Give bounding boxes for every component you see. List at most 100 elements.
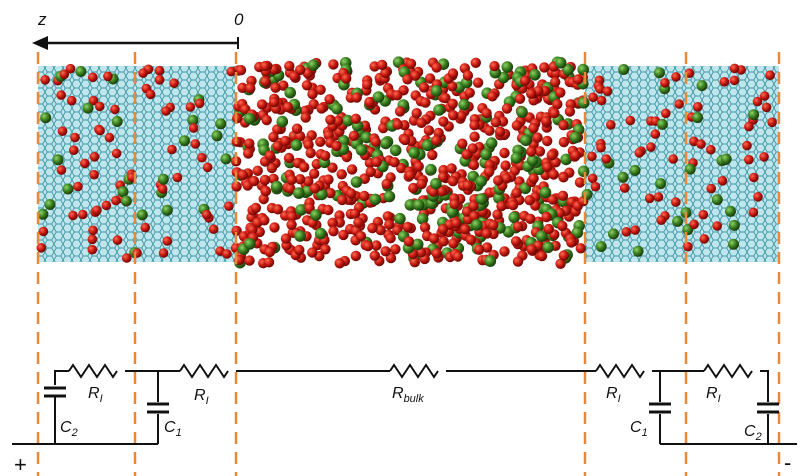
cation-particle	[534, 146, 546, 157]
cation-particle	[78, 209, 88, 220]
anion-particle	[728, 219, 740, 231]
cation-particle	[706, 144, 716, 155]
anion-particle	[560, 153, 572, 166]
cation-particle	[402, 221, 413, 233]
cation-particle	[469, 131, 480, 142]
cation-particle	[80, 158, 90, 169]
cation-particle	[111, 148, 122, 159]
cation-particle	[301, 80, 313, 91]
ion-particles	[36, 56, 777, 269]
anion-particle	[307, 59, 320, 71]
cation-particle	[369, 250, 380, 261]
cation-particle	[375, 224, 386, 236]
cation-particle	[370, 136, 381, 147]
cation-particle	[492, 209, 503, 220]
cation-particle	[202, 162, 213, 173]
cation-particle	[462, 180, 473, 191]
cation-particle	[423, 125, 435, 136]
anion-particle	[294, 230, 306, 242]
cation-particle	[87, 234, 98, 245]
cation-particle	[268, 131, 279, 143]
cation-particle	[437, 171, 449, 183]
cation-particle	[303, 176, 314, 187]
cation-particle	[243, 148, 254, 159]
cation-particle	[447, 176, 459, 187]
cation-particle	[392, 90, 403, 101]
cation-particle	[526, 88, 537, 99]
z-axis-label: z	[37, 10, 47, 29]
anion-particle	[516, 106, 528, 118]
cation-particle	[286, 211, 298, 222]
cation-particle	[526, 244, 537, 255]
cation-particle	[89, 169, 99, 180]
cation-particle	[413, 161, 424, 172]
cation-particle	[457, 138, 468, 149]
cation-particle	[355, 231, 367, 242]
cation-particle	[410, 70, 421, 81]
cation-particle	[484, 125, 495, 136]
anion-particle	[508, 211, 520, 224]
cation-particle	[646, 142, 656, 152]
cation-particle	[542, 161, 553, 173]
cation-particle	[431, 248, 442, 259]
cation-particle	[431, 135, 442, 146]
cation-particle	[138, 68, 148, 78]
cation-particle	[346, 188, 357, 199]
cation-particle	[315, 84, 326, 96]
cation-particle	[197, 152, 207, 163]
cation-particle	[36, 243, 47, 253]
cation-particle	[447, 81, 458, 92]
anion-particle	[711, 194, 723, 206]
cation-particle	[489, 60, 500, 72]
cation-particle	[404, 169, 416, 181]
cation-particle	[282, 102, 294, 113]
cation-particle	[696, 139, 706, 149]
anion-particle	[510, 152, 523, 164]
cation-particle	[56, 90, 66, 100]
cation-particle	[269, 96, 280, 108]
anion-particle	[82, 102, 94, 114]
anion-particle	[117, 186, 129, 198]
cation-particle	[436, 186, 447, 197]
cation-particle	[371, 240, 382, 251]
cation-particle	[532, 132, 543, 143]
cation-particle	[110, 104, 120, 115]
cation-particle	[558, 136, 570, 148]
cation-particle	[325, 187, 336, 199]
anion-particle	[394, 212, 406, 225]
cation-particle	[161, 106, 171, 116]
cation-particle	[470, 57, 481, 68]
cation-particle	[693, 102, 703, 112]
resistor-right-r2	[703, 363, 753, 379]
anion-particle	[425, 163, 437, 176]
resistor-right-r1	[595, 363, 645, 379]
cation-particle	[671, 197, 681, 207]
cation-particle	[381, 178, 392, 190]
cation-particle	[500, 160, 511, 171]
cation-particle	[519, 75, 531, 86]
anion-particle	[632, 245, 644, 257]
cation-particle	[320, 150, 331, 161]
cation-particle	[706, 183, 716, 194]
negative-terminal: -	[784, 450, 791, 475]
anion-particle	[62, 183, 74, 195]
cation-particle	[557, 220, 568, 232]
cation-particle	[59, 69, 70, 80]
cation-particle	[526, 146, 537, 157]
anion-particle	[535, 230, 548, 242]
cation-particle	[449, 198, 460, 210]
anion-particle	[526, 154, 539, 167]
cation-particle	[451, 217, 462, 229]
cation-particle	[501, 173, 512, 184]
cation-particle	[447, 68, 459, 79]
cation-particle	[440, 92, 451, 104]
anion-particle	[314, 227, 327, 240]
cation-particle	[334, 258, 345, 269]
cation-particle	[490, 117, 502, 128]
anion-particle	[136, 209, 148, 221]
anion-particle	[404, 199, 417, 211]
anion-particle	[501, 61, 514, 73]
anion-particle	[383, 190, 396, 203]
cation-particle	[528, 173, 539, 184]
cation-particle	[699, 234, 710, 244]
